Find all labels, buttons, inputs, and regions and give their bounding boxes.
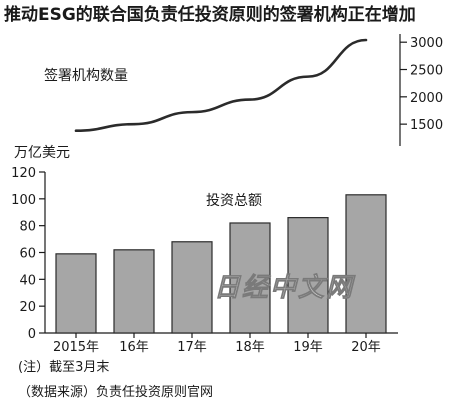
bar <box>171 241 213 334</box>
x-tick-label: 16年 <box>119 340 149 355</box>
x-tick-label: 20年 <box>351 340 381 355</box>
bar <box>55 253 97 334</box>
line-y-tick-label: 2500 <box>410 64 443 79</box>
bar-y-tick-label: 120 <box>11 166 36 181</box>
source-note: （数据来源）负责任投资原则官网 <box>18 385 214 400</box>
bar-y-tick-label: 20 <box>19 300 36 315</box>
bar-y-tick-label: 60 <box>19 247 36 262</box>
watermark-logo: 日经中文网 <box>214 273 356 303</box>
bar-y-tick-label: 40 <box>19 273 36 288</box>
line-y-tick-label: 3000 <box>410 36 443 51</box>
bar-y-axis-unit: 万亿美元 <box>14 145 70 161</box>
signatory-line <box>74 38 368 133</box>
x-tick-label: 2015年 <box>53 340 99 355</box>
x-tick-label: 17年 <box>177 340 207 355</box>
line-y-tick-label: 2000 <box>410 91 443 106</box>
x-tick-label: 19年 <box>293 340 323 355</box>
bar-y-tick-label: 100 <box>11 193 36 208</box>
signatory-line-chart: 签署机构数量 1500 2000 2500 3000 <box>44 34 443 146</box>
bar <box>287 217 329 334</box>
line-y-tick-label: 1500 <box>410 118 443 133</box>
chart-title: 推动ESG的联合国负责任投资原则的签署机构正在增加 <box>4 4 416 25</box>
footnote: (注）截至3月末 <box>18 360 110 375</box>
bar-series-label: 投资总额 <box>206 193 262 209</box>
bar-y-tick-label: 80 <box>19 220 36 235</box>
bar <box>345 194 387 334</box>
x-tick-label: 18年 <box>235 340 265 355</box>
bar-y-tick-label: 0 <box>28 327 36 342</box>
line-series-label: 签署机构数量 <box>44 67 128 84</box>
bar <box>229 222 271 334</box>
bar <box>113 249 155 334</box>
investment-bar-chart: 万亿美元 投资总额 0 20 40 60 80 100 120 2015年 16年 17年 18年… <box>11 145 398 355</box>
